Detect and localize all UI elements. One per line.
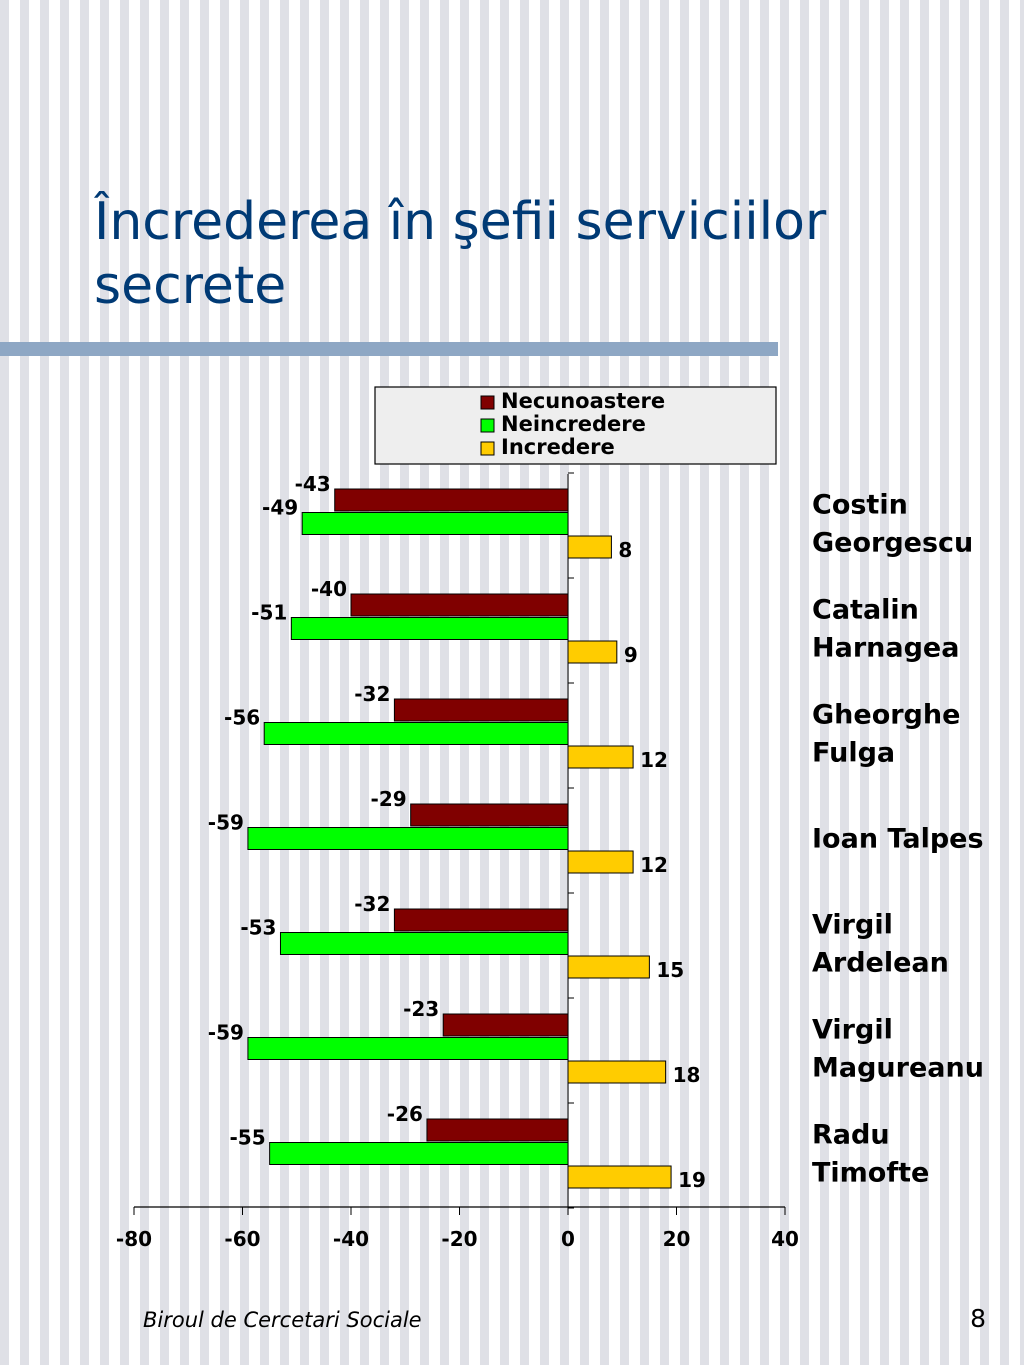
legend-label-incredere: Incredere xyxy=(501,435,615,459)
x-tick-label-1: -60 xyxy=(224,1227,260,1251)
category-label-6-line-1: Virgil xyxy=(812,1015,893,1046)
bar-necunoastere-6 xyxy=(442,1013,569,1037)
bar-necunoastere-4 xyxy=(410,803,569,827)
data-label-neincredere-5: -53 xyxy=(240,916,276,940)
bar-neincredere-4 xyxy=(247,827,569,850)
category-label-6-line-2: Magureanu xyxy=(812,1053,984,1084)
category-label-5-line-1: Virgil xyxy=(812,910,893,941)
category-label-5-line-2: Ardelean xyxy=(812,948,949,979)
category-label-3-line-2: Fulga xyxy=(812,738,895,769)
legend-label-necunoastere: Necunoastere xyxy=(501,389,665,413)
bar-neincredere-3 xyxy=(263,722,569,745)
x-tick-label-2: -40 xyxy=(333,1227,369,1251)
category-label-7-line-2: Timofte xyxy=(812,1158,929,1189)
data-label-neincredere-4: -59 xyxy=(208,811,244,835)
bar-incredere-7 xyxy=(567,1165,672,1189)
legend-swatch-incredere xyxy=(480,441,495,456)
chart-labels: -43-49 8 Costin Georgescu -40 -51 9 Catalin Harn… xyxy=(208,472,984,1192)
data-label-incredere-3: 12 xyxy=(640,748,668,772)
bar-neincredere-7 xyxy=(269,1142,569,1165)
data-label-necunoastere-3: -32 xyxy=(354,682,390,706)
bar-incredere-6 xyxy=(567,1060,667,1084)
category-label-4-line-1: Ioan Talpes xyxy=(812,824,984,855)
bar-necunoastere-7 xyxy=(426,1118,569,1142)
data-label-neincredere-1: -49 xyxy=(262,496,298,520)
category-label-2-line-1: Catalin xyxy=(812,595,919,626)
data-label-incredere-7: 19 xyxy=(678,1168,706,1192)
bar-necunoastere-3 xyxy=(393,698,569,722)
x-tick-label-3: -20 xyxy=(441,1227,477,1251)
x-tick-label-4: 0 xyxy=(561,1227,575,1251)
data-label-incredere-6: 18 xyxy=(673,1063,701,1087)
data-label-incredere-1: 8 xyxy=(618,538,632,562)
x-tick-label-0: -80 xyxy=(116,1227,152,1251)
data-label-necunoastere-2: -40 xyxy=(311,577,347,601)
data-label-necunoastere-7: -26 xyxy=(387,1102,423,1126)
chart-axes: -80 -60 -40 -20 0 20 40 xyxy=(116,472,799,1251)
data-label-necunoastere-4: -29 xyxy=(371,787,407,811)
data-label-necunoastere-6: -23 xyxy=(403,997,439,1021)
bar-incredere-4 xyxy=(567,850,634,874)
legend-label-neincredere: Neincredere xyxy=(501,412,646,436)
category-label-3-line-1: Gheorghe xyxy=(812,700,960,731)
page-number: 8 xyxy=(970,1304,986,1333)
data-label-neincredere-7: -55 xyxy=(229,1126,265,1150)
data-label-incredere-4: 12 xyxy=(640,853,668,877)
chart-bars xyxy=(247,488,672,1189)
data-label-necunoastere-5: -32 xyxy=(354,892,390,916)
bar-incredere-2 xyxy=(567,640,618,664)
legend-box xyxy=(374,386,777,465)
category-label-1-line-1: Costin xyxy=(812,490,908,521)
bar-neincredere-5 xyxy=(279,932,569,955)
legend-swatch-neincredere xyxy=(480,418,495,433)
bar-neincredere-2 xyxy=(290,617,569,640)
bar-incredere-3 xyxy=(567,745,634,769)
x-tick-label-6: 40 xyxy=(771,1227,799,1251)
bar-necunoastere-5 xyxy=(393,908,569,932)
data-label-incredere-5: 15 xyxy=(656,958,684,982)
category-label-7-line-1: Radu xyxy=(812,1120,890,1151)
data-label-neincredere-2: -51 xyxy=(251,601,287,625)
data-label-neincredere-6: -59 xyxy=(208,1021,244,1045)
x-tick-label-5: 20 xyxy=(663,1227,691,1251)
data-label-incredere-2: 9 xyxy=(624,643,638,667)
bar-incredere-1 xyxy=(567,535,612,559)
bar-neincredere-6 xyxy=(247,1037,569,1060)
legend-swatch-necunoastere xyxy=(480,395,495,410)
data-label-neincredere-3: -56 xyxy=(224,706,260,730)
footer-text: Biroul de Cercetari Sociale xyxy=(143,1308,422,1332)
data-label-necunoastere-1: -43 xyxy=(295,472,331,496)
bar-necunoastere-1 xyxy=(334,488,569,512)
category-label-1-line-2: Georgescu xyxy=(812,528,973,559)
bar-necunoastere-2 xyxy=(350,593,569,617)
bar-incredere-5 xyxy=(567,955,650,979)
bar-neincredere-1 xyxy=(301,512,569,535)
slide-title: Încrederea în şefii serviciilor secrete xyxy=(94,192,827,316)
title-divider xyxy=(0,342,778,356)
category-label-2-line-2: Harnagea xyxy=(812,633,959,664)
